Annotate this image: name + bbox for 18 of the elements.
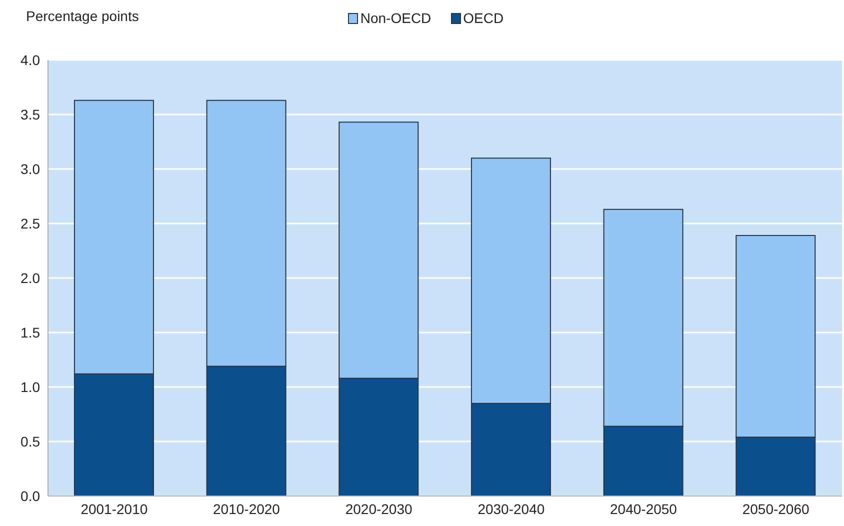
- x-tick-label: 2010-2020: [213, 500, 280, 517]
- y-tick-label: 0.5: [20, 433, 40, 450]
- legend-label: Non-OECD: [360, 10, 432, 26]
- y-tick-label: 3.0: [20, 160, 40, 177]
- y-tick-label: 0.0: [20, 488, 40, 504]
- y-axis-title: Percentage points: [26, 8, 139, 24]
- y-tick-label: 1.5: [20, 324, 40, 340]
- y-tick-label: 2.0: [20, 270, 40, 286]
- x-tick-label: 2020-2030: [345, 500, 413, 517]
- x-tick-label: 2040-2050: [610, 500, 678, 517]
- y-tick-label: 4.0: [20, 52, 40, 68]
- x-tick-label: 2030-2040: [478, 500, 545, 517]
- x-tick-label: 2050-2060: [742, 500, 810, 517]
- y-tick-label: 3.5: [20, 106, 40, 122]
- y-tick-label: 1.0: [20, 378, 40, 395]
- legend-label: OECD: [463, 10, 504, 26]
- y-tick-label: 2.5: [20, 215, 40, 232]
- x-tick-label: 2001-2010: [80, 500, 148, 517]
